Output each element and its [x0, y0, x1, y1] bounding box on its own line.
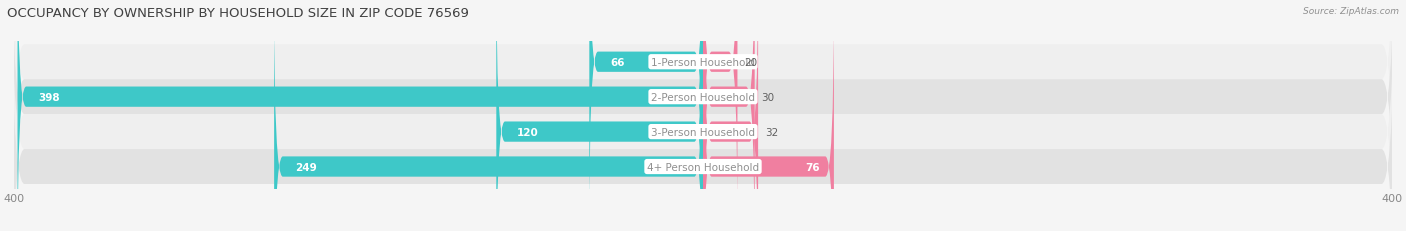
Text: 3-Person Household: 3-Person Household	[651, 127, 755, 137]
Text: Source: ZipAtlas.com: Source: ZipAtlas.com	[1303, 7, 1399, 16]
Text: OCCUPANCY BY OWNERSHIP BY HOUSEHOLD SIZE IN ZIP CODE 76569: OCCUPANCY BY OWNERSHIP BY HOUSEHOLD SIZE…	[7, 7, 470, 20]
Text: 1-Person Household: 1-Person Household	[651, 58, 755, 67]
Text: 4+ Person Household: 4+ Person Household	[647, 162, 759, 172]
Text: 249: 249	[295, 162, 316, 172]
Text: 32: 32	[765, 127, 779, 137]
FancyBboxPatch shape	[496, 0, 703, 231]
Text: 66: 66	[610, 58, 624, 67]
FancyBboxPatch shape	[17, 0, 703, 231]
FancyBboxPatch shape	[589, 0, 703, 226]
FancyBboxPatch shape	[11, 0, 1395, 231]
Text: 2-Person Household: 2-Person Household	[651, 92, 755, 102]
FancyBboxPatch shape	[703, 3, 834, 231]
Text: 30: 30	[762, 92, 775, 102]
FancyBboxPatch shape	[11, 0, 1395, 231]
Text: 398: 398	[38, 92, 60, 102]
Text: 120: 120	[517, 127, 538, 137]
FancyBboxPatch shape	[703, 0, 755, 231]
FancyBboxPatch shape	[274, 3, 703, 231]
Text: 20: 20	[744, 58, 758, 67]
FancyBboxPatch shape	[703, 0, 738, 226]
FancyBboxPatch shape	[11, 0, 1395, 231]
FancyBboxPatch shape	[703, 0, 758, 231]
FancyBboxPatch shape	[11, 0, 1395, 231]
Text: 76: 76	[806, 162, 820, 172]
